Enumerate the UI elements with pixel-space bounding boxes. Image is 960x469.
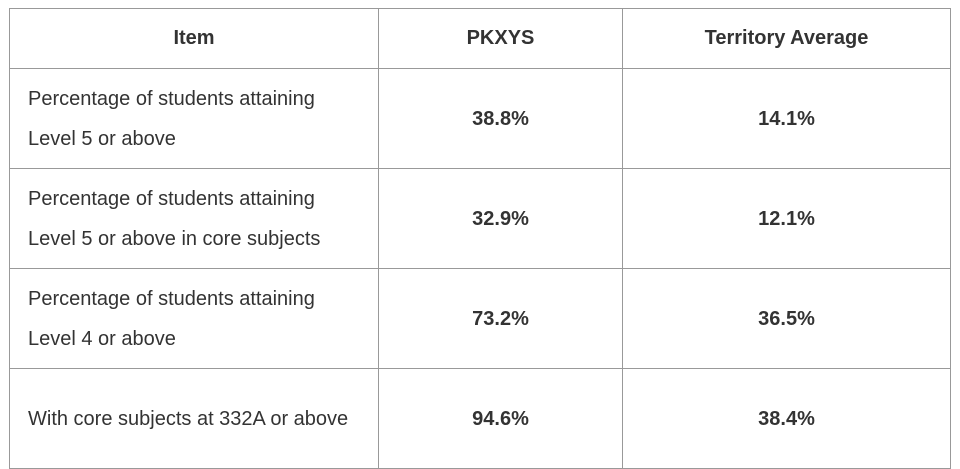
table-header: Item PKXYS Territory Average	[9, 8, 951, 69]
item-cell: With core subjects at 332A or above	[9, 368, 379, 469]
value-cell: 32.9%	[378, 168, 623, 269]
item-cell: Percentage of students attaining Level 5…	[9, 68, 379, 169]
value-cell: 94.6%	[378, 368, 623, 469]
value-cell: 38.4%	[622, 368, 951, 469]
value-cell: 14.1%	[622, 68, 951, 169]
item-cell: Percentage of students attaining Level 5…	[9, 168, 379, 269]
value-cell: 12.1%	[622, 168, 951, 269]
table-row: With core subjects at 332A or above 94.6%…	[9, 368, 951, 469]
header-cell: Territory Average	[622, 8, 951, 69]
table-row: Percentage of students attaining Level 4…	[9, 268, 951, 369]
results-table: Item PKXYS Territory Average Percentage …	[9, 8, 951, 469]
table-row: Percentage of students attaining Level 5…	[9, 168, 951, 269]
value-cell: 36.5%	[622, 268, 951, 369]
value-cell: 38.8%	[378, 68, 623, 169]
value-cell: 73.2%	[378, 268, 623, 369]
table-row: Percentage of students attaining Level 5…	[9, 68, 951, 169]
header-cell: Item	[9, 8, 379, 69]
item-cell: Percentage of students attaining Level 4…	[9, 268, 379, 369]
header-cell: PKXYS	[378, 8, 623, 69]
header-row: Item PKXYS Territory Average	[9, 8, 951, 69]
table-body: Percentage of students attaining Level 5…	[9, 68, 951, 469]
